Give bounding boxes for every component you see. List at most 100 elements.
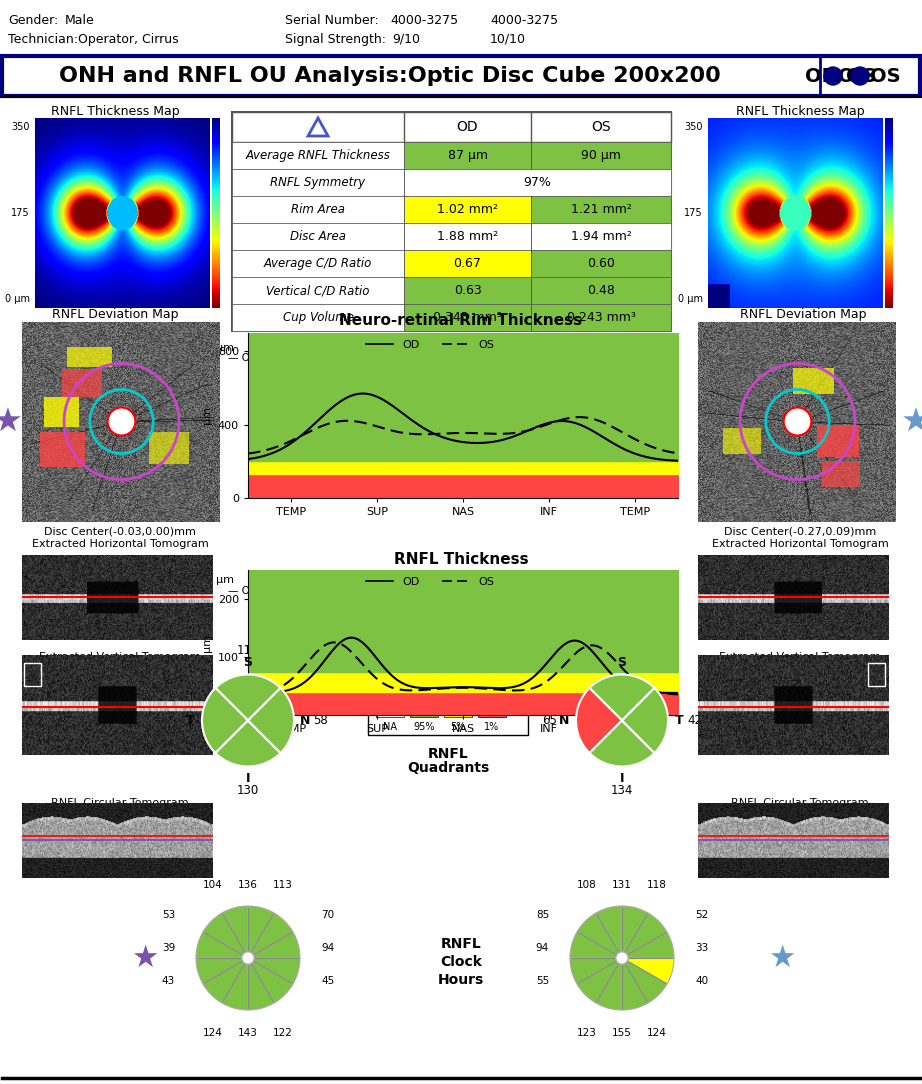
Bar [531,142,671,169]
Text: 95%: 95% [413,722,435,732]
Text: 134: 134 [610,784,633,797]
Text: 97%: 97% [524,176,551,189]
Text: N: N [301,714,311,727]
Bar [368,675,528,735]
Text: 116: 116 [237,644,259,657]
Bar [44,397,79,426]
Text: 130: 130 [237,784,259,797]
Text: Extracted Horizontal Tomogram: Extracted Horizontal Tomogram [712,539,889,549]
Text: 1.94 mm²: 1.94 mm² [571,230,632,243]
Text: ★: ★ [131,943,159,972]
Bar [0,0,922,55]
Text: 0.343 mm³: 0.343 mm³ [433,311,502,324]
Text: 108: 108 [577,880,597,890]
Text: 1.02 mm²: 1.02 mm² [437,203,498,216]
Text: 350: 350 [11,122,30,132]
Circle shape [851,67,869,85]
Text: Technician:: Technician: [8,33,78,46]
Text: OS: OS [591,120,610,134]
Text: Extracted Horizontal Tomogram: Extracted Horizontal Tomogram [31,539,208,549]
Wedge shape [576,688,622,753]
Text: 0.60: 0.60 [587,257,615,270]
Bar [723,427,761,453]
Text: RNFL Thickness Map: RNFL Thickness Map [51,105,179,118]
Text: Vertical C/D Ratio: Vertical C/D Ratio [266,284,370,297]
Text: 143: 143 [238,1028,258,1038]
Text: 0 μm: 0 μm [5,294,30,304]
Text: 123: 123 [577,1028,597,1038]
Wedge shape [577,913,622,958]
Wedge shape [248,958,293,1003]
Text: Cup Volume: Cup Volume [282,311,353,324]
Text: 4000-3275: 4000-3275 [390,14,458,27]
Bar [404,304,531,331]
Text: RNFL Thickness Map: RNFL Thickness Map [736,105,864,118]
Text: T: T [25,675,30,684]
Text: 1%: 1% [484,722,500,732]
Bar [41,431,85,466]
Text: Diversified:: Diversified: [420,682,476,692]
Text: 40: 40 [695,976,708,986]
Text: 33: 33 [695,943,708,953]
Bar [531,196,671,223]
Bar [404,278,531,304]
Text: T: T [27,560,32,569]
Text: 45: 45 [321,976,335,986]
Text: 39: 39 [161,943,175,953]
Text: 1.88 mm²: 1.88 mm² [437,230,498,243]
Text: OD: OD [456,120,479,134]
Text: RNFL Thickness: RNFL Thickness [394,552,528,567]
Bar [404,223,531,250]
Text: 155: 155 [612,1028,632,1038]
Text: Gender:: Gender: [8,14,58,27]
Text: 0.67: 0.67 [454,257,481,270]
Wedge shape [622,958,648,1010]
Text: 131: 131 [612,880,632,890]
Text: — OD  ··· OS: — OD ··· OS [228,586,292,596]
Text: 55: 55 [536,976,549,986]
Text: T: T [885,560,890,569]
Bar [531,278,671,304]
Circle shape [108,408,136,436]
FancyArrow shape [266,573,287,635]
Bar [2,56,920,96]
Bar [67,347,112,366]
Text: S: S [618,657,627,670]
Bar [0,55,922,98]
Bar [531,250,671,278]
Wedge shape [248,906,274,958]
Text: 43: 43 [161,976,175,986]
Bar [817,425,859,456]
Text: OS: OS [846,66,877,86]
Text: 94: 94 [536,943,549,953]
Bar [404,169,671,196]
Text: Male: Male [65,14,95,27]
Text: ★: ★ [768,943,796,972]
Wedge shape [202,688,248,753]
Bar [531,223,671,250]
Wedge shape [622,958,674,984]
Wedge shape [622,906,648,958]
Text: Disc Center(-0.27,0.09)mm: Disc Center(-0.27,0.09)mm [724,526,876,535]
Text: OD: OD [805,66,838,86]
Text: 53: 53 [161,909,175,920]
Text: Extracted Vertical Tomogram: Extracted Vertical Tomogram [40,651,201,662]
Text: RNFL Deviation Map: RNFL Deviation Map [739,308,867,321]
Text: Quadrants: Quadrants [407,761,490,775]
Wedge shape [570,932,622,958]
Wedge shape [248,932,300,958]
Text: 65: 65 [542,713,557,726]
Text: 122: 122 [273,1028,293,1038]
Text: Serial Number:: Serial Number: [285,14,379,27]
Text: RNFL Circular Tomogram: RNFL Circular Tomogram [52,798,189,808]
Text: Average RNFL Thickness: Average RNFL Thickness [245,149,390,162]
Wedge shape [248,688,294,753]
Text: 85: 85 [536,909,549,920]
Wedge shape [589,721,655,766]
Text: OS: OS [870,66,901,86]
Text: 113: 113 [273,880,293,890]
Bar [868,663,885,685]
Text: T: T [186,714,195,727]
Y-axis label: μm: μm [202,633,212,651]
Text: 1.21 mm²: 1.21 mm² [571,203,632,216]
